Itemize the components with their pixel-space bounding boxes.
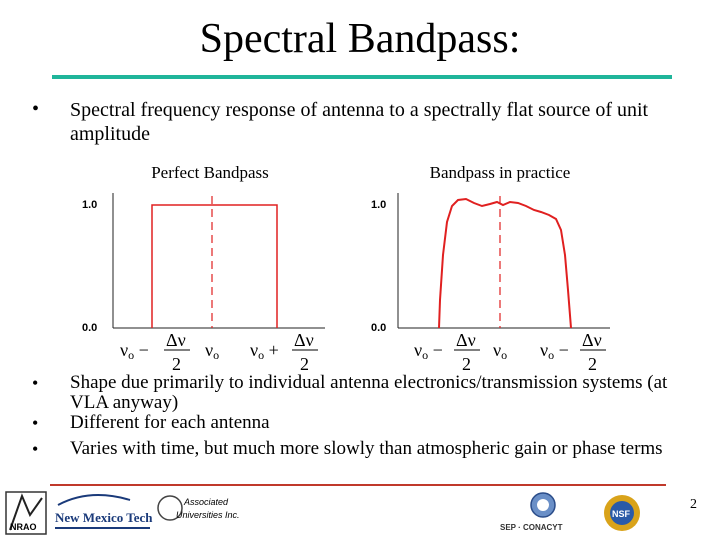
right-x-label-upper: νo − Δν 2 <box>540 330 606 374</box>
intro-bullet-text: Spectral frequency response of antenna t… <box>70 99 649 145</box>
svg-text:Δν: Δν <box>166 330 186 350</box>
conacyt-logo: SEP · CONACYT <box>500 492 563 532</box>
right-x-label-center: νo <box>493 340 507 362</box>
nsf-logo-text: NSF <box>612 509 631 519</box>
right-y-bottom-label: 0.0 <box>371 322 386 334</box>
left-y-bottom-label: 0.0 <box>82 322 97 334</box>
left-panel-label: Perfect Bandpass <box>151 163 269 182</box>
bullet-marker: • <box>32 373 39 393</box>
left-panel-axes: 1.0 0.0 <box>82 193 325 334</box>
practical-bandpass-curve <box>438 197 572 329</box>
right-panel-label: Bandpass in practice <box>429 163 571 182</box>
left-x-label-lower: νo − Δν 2 <box>120 330 190 374</box>
right-panel-axes: 1.0 0.0 <box>371 193 610 334</box>
svg-text:νo −: νo − <box>120 340 149 362</box>
svg-text:2: 2 <box>462 354 471 374</box>
nmt-logo: New Mexico Tech <box>55 494 153 529</box>
svg-text:Δν: Δν <box>456 330 476 350</box>
perfect-bandpass-curve <box>151 204 278 328</box>
svg-text:Δν: Δν <box>294 330 314 350</box>
bullet-marker: • <box>32 98 40 120</box>
aui-logo-text-1: Associated <box>183 497 229 507</box>
page-number: 2 <box>690 497 697 512</box>
nrao-logo-text: NRAO <box>10 522 37 532</box>
aui-logo: Associated Universities Inc. <box>157 495 240 521</box>
svg-text:2: 2 <box>300 354 309 374</box>
left-x-label-upper: νo + Δν 2 <box>250 330 318 374</box>
left-x-label-center: νo <box>205 340 219 362</box>
right-x-label-lower: νo − Δν 2 <box>414 330 480 374</box>
svg-text:2: 2 <box>172 354 181 374</box>
svg-text:Δν: Δν <box>582 330 602 350</box>
right-x-labels: νo − Δν 2 νo νo − Δν 2 <box>414 330 606 374</box>
bullet-text: Different for each antenna <box>70 412 270 433</box>
svg-text:2: 2 <box>588 354 597 374</box>
svg-text:νo −: νo − <box>540 340 569 362</box>
conacyt-logo-text: SEP · CONACYT <box>500 523 563 532</box>
slide-title: Spectral Bandpass: <box>199 16 521 62</box>
bullet-marker: • <box>32 439 39 459</box>
aui-logo-text-2: Universities Inc. <box>176 510 240 520</box>
nmt-logo-text: New Mexico Tech <box>55 510 153 525</box>
left-y-top-label: 1.0 <box>82 199 97 211</box>
nsf-logo: NSF <box>604 495 640 531</box>
footer-rule <box>50 484 666 486</box>
nrao-logo: NRAO <box>5 491 47 535</box>
svg-text:νo −: νo − <box>414 340 443 362</box>
right-y-top-label: 1.0 <box>371 199 386 211</box>
title-underline <box>52 75 672 79</box>
svg-text:νo +: νo + <box>250 340 279 362</box>
bullet-marker: • <box>32 413 39 433</box>
bullet-text: Varies with time, but much more slowly t… <box>70 438 663 459</box>
bullet-text: Shape due primarily to individual antenn… <box>70 372 668 413</box>
left-x-labels: νo − Δν 2 νo νo + Δν 2 <box>120 330 318 374</box>
